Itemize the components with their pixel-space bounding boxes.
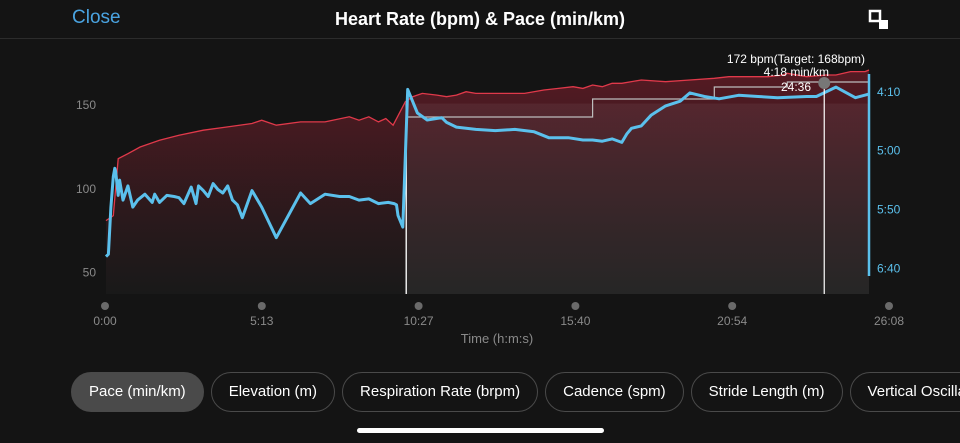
top-bar: Close Heart Rate (bpm) & Pace (min/km) xyxy=(0,0,960,39)
hr-pace-chart[interactable]: 50 100 150 4:10 5:00 5:50 6:40 0:00 5:13 10:27 15:… xyxy=(0,40,960,360)
y-left-tick-label: 50 xyxy=(83,266,97,280)
x-tick-dot xyxy=(728,302,737,310)
x-tick-dot xyxy=(414,302,423,310)
pill-vertical-oscillation[interactable]: Vertical Oscillation (cm) xyxy=(849,372,960,412)
y-right-tick-label: 4:10 xyxy=(877,85,901,99)
home-indicator xyxy=(357,428,604,433)
x-tick-label: 10:27 xyxy=(404,314,434,328)
x-tick-label: 5:13 xyxy=(250,314,274,328)
y-right-tick-label: 5:00 xyxy=(877,144,901,158)
x-axis-title: Time (h:m:s) xyxy=(460,331,534,346)
metric-pills: Pace (min/km) Elevation (m) Respiration Ra… xyxy=(71,372,960,414)
collapse-icon[interactable] xyxy=(868,9,890,31)
cursor[interactable] xyxy=(818,77,831,294)
pill-respiration-rate[interactable]: Respiration Rate (brpm) xyxy=(342,372,539,412)
pill-elevation[interactable]: Elevation (m) xyxy=(210,372,336,412)
pill-cadence[interactable]: Cadence (spm) xyxy=(545,372,684,412)
y-right-tick-label: 6:40 xyxy=(877,261,901,275)
x-tick-dot xyxy=(885,302,893,310)
y-right-tick-label: 5:50 xyxy=(877,202,901,216)
x-tick-label: 0:00 xyxy=(93,314,117,328)
selection-rect xyxy=(406,103,869,294)
y-left-tick-label: 100 xyxy=(76,182,96,196)
tooltip-pace-text: 4:18 min/km xyxy=(764,65,829,79)
hr-series xyxy=(105,69,870,222)
y-left-tick-label: 150 xyxy=(76,98,96,112)
selection-overlay xyxy=(405,103,869,294)
pace-series xyxy=(104,85,870,258)
cursor-handle xyxy=(818,77,831,89)
pill-pace[interactable]: Pace (min/km) xyxy=(71,372,204,412)
pill-stride-length[interactable]: Stride Length (m) xyxy=(690,372,843,412)
hr-area-fill xyxy=(106,70,869,294)
hr-area xyxy=(106,70,869,294)
x-tick-dot xyxy=(257,302,266,310)
hr-line xyxy=(105,69,870,222)
x-tick-dot xyxy=(571,302,580,310)
tooltip-hr-text: 172 bpm(Target: 168bpm) xyxy=(727,52,865,66)
axes: 50 100 150 4:10 5:00 5:50 6:40 0:00 5:13 10:27 15:… xyxy=(76,74,904,328)
x-tick-label: 15:40 xyxy=(560,314,590,328)
x-tick-label: 26:08 xyxy=(874,314,904,328)
pace-line xyxy=(104,85,870,258)
x-tick-dot xyxy=(101,302,109,310)
tooltip-time-text: 24:36 xyxy=(781,80,811,94)
page-title: Heart Rate (bpm) & Pace (min/km) xyxy=(334,9,626,29)
x-tick-label: 20:54 xyxy=(717,314,747,328)
close-button[interactable]: Close xyxy=(72,7,121,28)
